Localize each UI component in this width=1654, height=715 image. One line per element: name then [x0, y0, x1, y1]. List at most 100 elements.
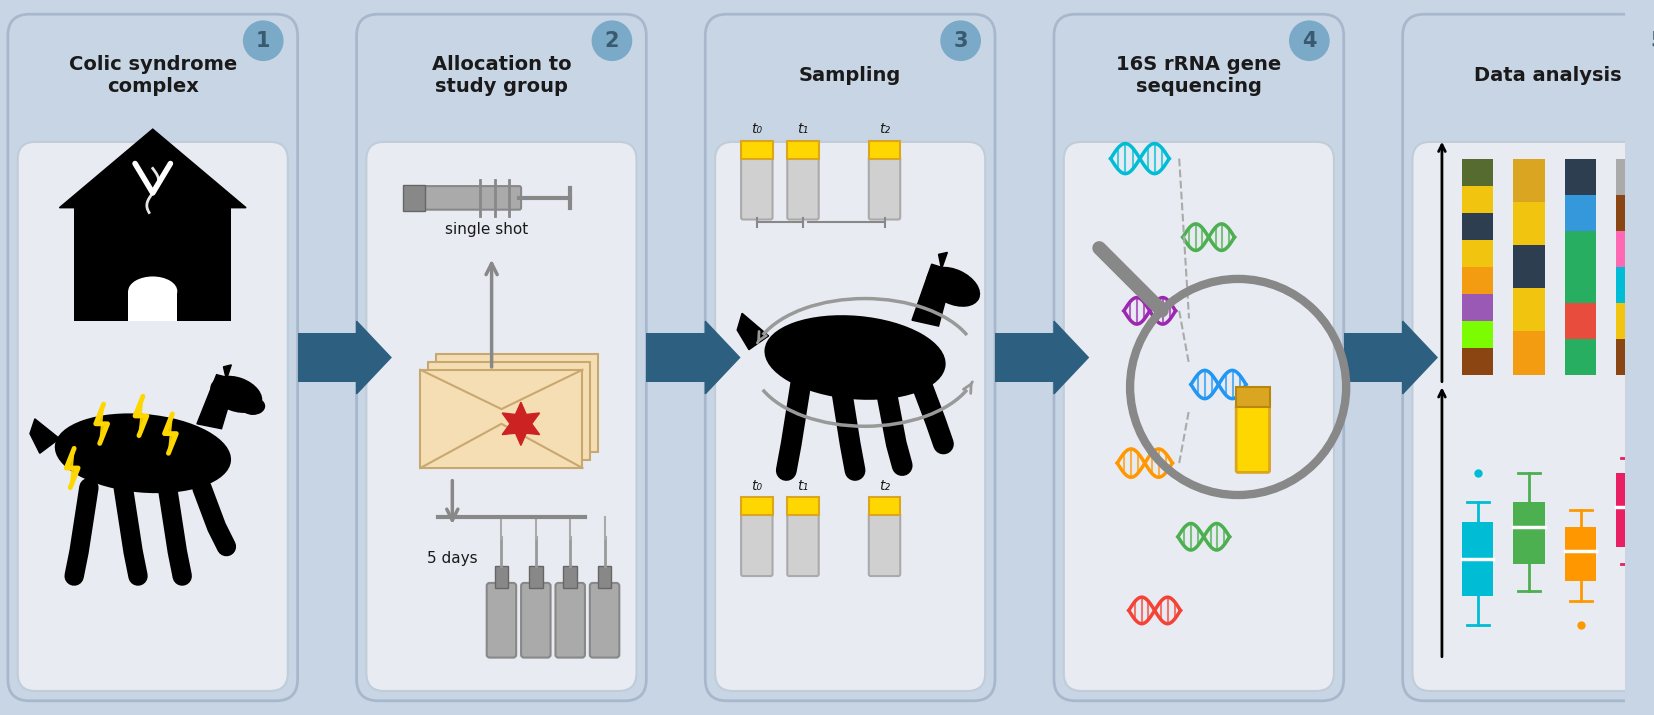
Circle shape [941, 21, 981, 60]
Bar [1462, 267, 1494, 294]
Bar [1565, 302, 1596, 339]
Bar [437, 354, 599, 453]
FancyBboxPatch shape [868, 157, 900, 220]
Polygon shape [911, 264, 953, 326]
FancyBboxPatch shape [787, 513, 819, 576]
Text: 2: 2 [605, 31, 619, 51]
Bar [1343, 333, 1403, 382]
Bar [1462, 240, 1494, 267]
Polygon shape [357, 321, 390, 394]
Text: Data analysis: Data analysis [1474, 66, 1621, 84]
Bar [1513, 332, 1545, 375]
Bar [404, 185, 425, 211]
FancyBboxPatch shape [420, 186, 521, 209]
FancyBboxPatch shape [367, 142, 637, 691]
Text: Colic syndrome
complex: Colic syndrome complex [68, 54, 237, 96]
Bar [1462, 186, 1494, 212]
Bar [1462, 522, 1494, 596]
Bar [1513, 503, 1545, 563]
Bar [1565, 527, 1596, 581]
Bar [564, 566, 577, 588]
Bar [787, 498, 819, 515]
Bar [1462, 159, 1494, 186]
Text: t₀: t₀ [751, 478, 762, 493]
Bar [1513, 288, 1545, 332]
Bar [1616, 231, 1647, 267]
Polygon shape [66, 448, 78, 488]
Bar [597, 566, 612, 588]
Text: 5 days: 5 days [427, 551, 478, 566]
FancyBboxPatch shape [787, 157, 819, 220]
Text: 16S rRNA gene
sequencing: 16S rRNA gene sequencing [1116, 54, 1282, 96]
FancyBboxPatch shape [715, 142, 986, 691]
Bar [1616, 159, 1647, 194]
Bar [428, 362, 590, 460]
Bar [1616, 302, 1647, 339]
Polygon shape [60, 129, 246, 207]
Bar [1513, 245, 1545, 288]
Bar [1462, 212, 1494, 240]
Bar [495, 566, 508, 588]
Text: single shot: single shot [445, 222, 528, 237]
FancyBboxPatch shape [556, 583, 586, 658]
Ellipse shape [127, 277, 177, 306]
Bar [298, 333, 357, 382]
Text: 3: 3 [953, 31, 968, 51]
Bar [1565, 231, 1596, 267]
Ellipse shape [764, 315, 946, 400]
Bar [647, 333, 705, 382]
FancyBboxPatch shape [1064, 142, 1333, 691]
Text: t₂: t₂ [878, 478, 890, 493]
FancyBboxPatch shape [521, 583, 551, 658]
Bar [868, 498, 900, 515]
FancyBboxPatch shape [1054, 14, 1343, 701]
Polygon shape [136, 396, 147, 435]
Bar [529, 566, 543, 588]
Polygon shape [503, 403, 539, 445]
Bar [787, 141, 819, 159]
Bar [741, 498, 772, 515]
FancyBboxPatch shape [357, 14, 647, 701]
Bar [1616, 339, 1647, 375]
FancyBboxPatch shape [705, 14, 996, 701]
Circle shape [1639, 21, 1654, 60]
Polygon shape [164, 414, 177, 453]
Bar [1565, 159, 1596, 194]
Bar [1462, 347, 1494, 375]
Text: 4: 4 [1302, 31, 1317, 51]
Bar [1462, 320, 1494, 347]
Bar [74, 207, 232, 320]
FancyBboxPatch shape [1413, 142, 1654, 691]
Bar [1616, 194, 1647, 231]
FancyBboxPatch shape [590, 583, 619, 658]
FancyBboxPatch shape [1403, 14, 1654, 701]
Text: 5: 5 [1651, 31, 1654, 51]
Circle shape [243, 21, 283, 60]
Text: Sampling: Sampling [799, 66, 901, 84]
Polygon shape [96, 404, 108, 443]
Bar [1513, 159, 1545, 202]
Bar [1236, 387, 1270, 407]
Text: Allocation to
study group: Allocation to study group [432, 54, 571, 96]
Ellipse shape [926, 267, 981, 307]
Bar [741, 141, 772, 159]
Polygon shape [1054, 321, 1088, 394]
Bar [1513, 202, 1545, 245]
Text: t₁: t₁ [797, 122, 809, 136]
Bar [1462, 294, 1494, 320]
Polygon shape [30, 419, 60, 453]
Bar [127, 291, 177, 320]
Polygon shape [738, 313, 769, 350]
Ellipse shape [55, 413, 232, 493]
Bar [996, 333, 1054, 382]
Bar [868, 141, 900, 159]
Polygon shape [197, 375, 237, 429]
FancyBboxPatch shape [8, 14, 298, 701]
Bar [1616, 267, 1647, 302]
Text: 1: 1 [256, 31, 271, 51]
Ellipse shape [240, 398, 265, 415]
Circle shape [592, 21, 632, 60]
Bar [1565, 267, 1596, 302]
Polygon shape [705, 321, 739, 394]
FancyBboxPatch shape [1236, 405, 1270, 473]
